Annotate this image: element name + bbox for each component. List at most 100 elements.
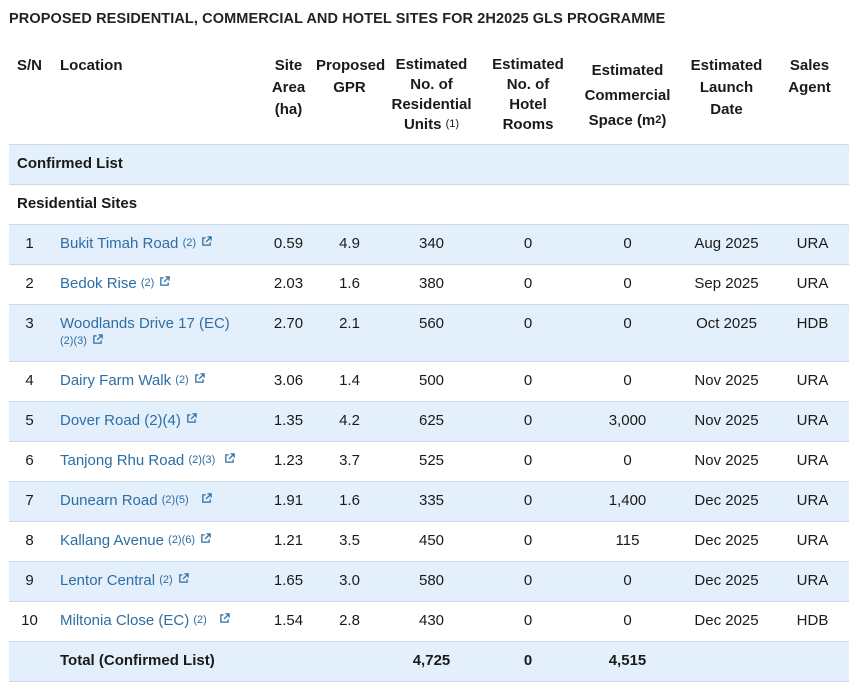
confirmed-list-label: Confirmed List — [9, 144, 849, 185]
site-link[interactable]: Dairy Farm Walk (2) — [60, 371, 189, 389]
site-link[interactable]: Woodlands Drive 17 (EC) (2)(3) — [60, 314, 230, 347]
site-link[interactable]: Bukit Timah Road (2) — [60, 234, 197, 252]
external-link-icon[interactable] — [201, 493, 212, 504]
external-link-icon[interactable] — [186, 413, 197, 424]
cell-launch: Dec 2025 — [677, 521, 776, 562]
cell-gpr: 3.0 — [314, 561, 385, 602]
residential-sites-row: Residential Sites — [9, 184, 849, 225]
cell-gpr: 1.4 — [314, 361, 385, 402]
cell-sn: 1 — [9, 224, 52, 265]
cell-commercial: 0 — [578, 361, 677, 402]
cell-hotel-rooms: 0 — [478, 561, 578, 602]
cell-agent: URA — [776, 561, 849, 602]
cell-agent: URA — [776, 401, 849, 442]
header-launch-date: Estimated Launch Date — [690, 57, 763, 118]
cell-commercial: 0 — [578, 224, 677, 265]
cell-res-units: 430 — [385, 601, 478, 642]
cell-res-units: 525 — [385, 441, 478, 482]
header-sales-agent: Sales Agent — [788, 57, 831, 96]
confirmed-list-row: Confirmed List — [9, 144, 849, 185]
site-link[interactable]: Kallang Avenue (2)(6) — [60, 531, 196, 549]
cell-sn: 3 — [9, 304, 52, 362]
header-site-area: Site Area (ha) — [271, 57, 306, 118]
external-link-icon[interactable] — [159, 276, 171, 287]
site-link[interactable]: Bedok Rise (2) — [60, 274, 155, 292]
cell-sn: 8 — [9, 521, 52, 562]
cell-res-units: 580 — [385, 561, 478, 602]
cell-launch: Nov 2025 — [677, 401, 776, 442]
table-row: 2 Bedok Rise (2) 2.03 1.6 380 0 0 Sep 20… — [9, 264, 849, 305]
cell-res-units: 380 — [385, 264, 478, 305]
table-row: 4 Dairy Farm Walk (2) 3.06 1.4 500 0 0 N… — [9, 361, 849, 402]
cell-launch: Dec 2025 — [677, 601, 776, 642]
cell-area: 1.54 — [263, 601, 314, 642]
site-link[interactable]: Dover Road (2)(4) — [60, 411, 181, 429]
cell-area: 1.65 — [263, 561, 314, 602]
cell-sn: 2 — [9, 264, 52, 305]
cell-launch: Aug 2025 — [677, 224, 776, 265]
cell-hotel-rooms: 0 — [478, 521, 578, 562]
cell-area: 1.91 — [263, 481, 314, 522]
header-hotel-rooms: Estimated No. of Hotel Rooms — [492, 56, 564, 133]
table-row: 8 Kallang Avenue (2)(6) 1.21 3.5 450 0 1… — [9, 521, 849, 562]
cell-agent: URA — [776, 521, 849, 562]
cell-agent: URA — [776, 441, 849, 482]
cell-location: Dover Road (2)(4) — [52, 401, 263, 442]
external-link-icon[interactable] — [219, 613, 230, 624]
cell-sn: 10 — [9, 601, 52, 642]
page-title: PROPOSED RESIDENTIAL, COMMERCIAL AND HOT… — [9, 11, 666, 27]
site-link[interactable]: Miltonia Close (EC) (2) — [60, 611, 207, 629]
cell-sn: 6 — [9, 441, 52, 482]
cell-agent: HDB — [776, 601, 849, 642]
cell-hotel-rooms: 0 — [478, 304, 578, 362]
external-link-icon[interactable] — [224, 453, 236, 464]
external-link-icon[interactable] — [178, 573, 189, 584]
residential-sites-label: Residential Sites — [9, 184, 849, 225]
cell-hotel-rooms: 0 — [478, 441, 578, 482]
site-link[interactable]: Lentor Central (2) — [60, 571, 173, 589]
cell-location: Woodlands Drive 17 (EC) (2)(3) — [52, 304, 263, 362]
cell-hotel-rooms: 0 — [478, 601, 578, 642]
external-link-icon[interactable] — [194, 373, 205, 384]
site-link[interactable]: Tanjong Rhu Road (2)(3) — [60, 451, 216, 469]
cell-gpr: 3.5 — [314, 521, 385, 562]
cell-agent: URA — [776, 264, 849, 305]
cell-res-units: 500 — [385, 361, 478, 402]
cell-hotel-rooms: 0 — [478, 224, 578, 265]
cell-gpr: 3.7 — [314, 441, 385, 482]
cell-launch: Sep 2025 — [677, 264, 776, 305]
cell-commercial: 0 — [578, 441, 677, 482]
cell-location: Bedok Rise (2) — [52, 264, 263, 305]
cell-agent: URA — [776, 481, 849, 522]
table-row: 6 Tanjong Rhu Road (2)(3) 1.23 3.7 525 0… — [9, 441, 849, 482]
cell-gpr: 1.6 — [314, 481, 385, 522]
header-proposed-gpr: Proposed GPR — [316, 57, 386, 96]
gls-sites-table: S/N Location Site Area (ha) Proposed GPR Es… — [9, 55, 849, 682]
header-commercial-space: Estimated Commercial Space (m2) — [584, 62, 671, 129]
cell-gpr: 1.6 — [314, 264, 385, 305]
total-res-units: 4,725 — [385, 641, 478, 682]
cell-commercial: 3,000 — [578, 401, 677, 442]
cell-launch: Dec 2025 — [677, 561, 776, 602]
cell-area: 1.35 — [263, 401, 314, 442]
external-link-icon[interactable] — [201, 236, 212, 247]
cell-location: Bukit Timah Road (2) — [52, 224, 263, 265]
cell-location: Lentor Central (2) — [52, 561, 263, 602]
external-link-icon[interactable] — [92, 334, 103, 345]
cell-sn: 9 — [9, 561, 52, 602]
cell-area: 2.70 — [263, 304, 314, 362]
cell-res-units: 450 — [385, 521, 478, 562]
cell-location: Dunearn Road (2)(5) — [52, 481, 263, 522]
cell-res-units: 340 — [385, 224, 478, 265]
cell-agent: HDB — [776, 304, 849, 362]
cell-commercial: 1,400 — [578, 481, 677, 522]
total-row: Total (Confirmed List) 4,725 0 4,515 — [9, 641, 849, 682]
total-commercial: 4,515 — [578, 641, 677, 682]
external-link-icon[interactable] — [200, 533, 211, 544]
cell-res-units: 560 — [385, 304, 478, 362]
header-sn: S/N — [17, 57, 43, 74]
site-link[interactable]: Dunearn Road (2)(5) — [60, 491, 189, 509]
cell-agent — [776, 641, 849, 682]
cell-area: 2.03 — [263, 264, 314, 305]
